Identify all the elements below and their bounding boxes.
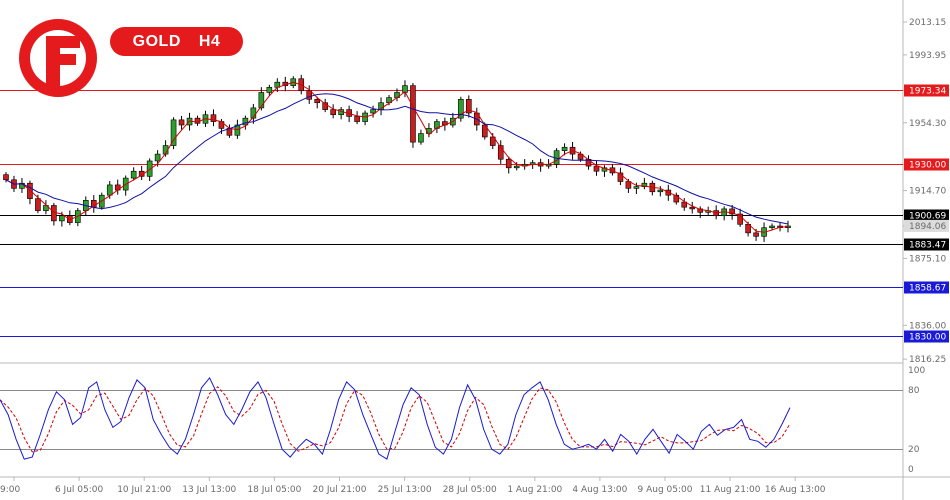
price-tick-label: 1914.70 [909,187,946,197]
price-tick-label: 1836.00 [909,321,946,331]
candle-body [561,146,568,151]
candle-body [641,182,648,187]
stochastic-tick-label: 0 [908,465,914,475]
time-tick-label: 20 Jul 21:00 [313,485,367,495]
candle-body [633,186,640,189]
time-tick-label: 6 Jul 05:00 [55,485,104,495]
moving-average-line [5,81,789,233]
candle-body [497,145,504,160]
stochastic-main-line [0,376,791,460]
time-tick-label: 25 Jul 13:00 [378,485,432,495]
level-badge-label: 1883.47 [909,241,946,251]
time-tick-label: 9:00 [0,485,20,495]
candle-body [59,215,65,222]
candle-body [154,153,161,162]
time-tick-label: 18 Jul 05:00 [247,485,301,495]
level-badge-label: 1973.34 [909,87,946,97]
candle-body [769,225,775,229]
time-tick-label: 1 Aug 21:00 [507,485,562,495]
candle-body [418,133,424,143]
candle-body [27,182,33,199]
candle-body [737,213,743,225]
candle-body [106,184,113,196]
level-badge-label: 1900.69 [909,212,946,222]
candle-body [729,208,735,215]
price-tick-label: 1875.10 [909,254,946,264]
candle-body [242,117,249,126]
level-badge-label: 1930.00 [909,161,946,171]
candle-body [458,99,464,119]
time-tick-label: 13 Jul 13:00 [182,485,236,495]
candle-body [170,119,177,146]
stochastic-tick-label: 20 [908,445,920,455]
time-tick-label: 16 Aug 13:00 [765,485,826,495]
level-badge [904,238,949,251]
time-tick-label: 9 Aug 05:00 [638,485,693,495]
candle-body [130,170,137,179]
timeframe-label: H4 [198,32,221,50]
candle-body [466,99,472,114]
candle-body [330,109,336,116]
price-tick-label: 2013.15 [909,18,946,28]
price-tick-label: 1954.30 [909,119,946,129]
candle-body [266,87,273,93]
current-price-badge [904,219,949,232]
price-tick-label: 1816.25 [909,355,946,365]
level-badge-label: 1858.67 [909,284,946,294]
level-badge-label: 1830.00 [909,333,946,343]
symbol-label: GOLD [132,32,181,50]
level-badge [904,84,949,97]
candle-body [410,85,416,143]
time-tick-label: 4 Aug 13:00 [572,485,627,495]
time-tick-label: 10 Jul 21:00 [117,485,171,495]
candle-body [354,116,360,122]
time-tick-label: 11 Aug 21:00 [700,485,761,495]
fbs-logo-icon [19,19,97,97]
candle-body [505,158,512,169]
candle-body [657,189,664,193]
stochastic-tick-label: 100 [908,366,925,376]
candle-body [513,165,520,169]
level-badge [904,330,949,343]
candle-body [697,208,704,213]
stochastic-signal-line [0,386,791,453]
level-badge [904,158,949,171]
candle-body [489,136,496,146]
level-badge [904,281,949,294]
candle-body [3,174,9,181]
moving-average-line [5,93,789,225]
candle-body [753,232,759,237]
stochastic-tick-label: 80 [908,386,920,396]
candle-body [689,206,696,210]
candle-body [146,160,153,177]
instrument-title: GOLD H4 [110,27,243,56]
time-tick-label: 28 Jul 05:00 [443,485,497,495]
candle-body [593,165,600,172]
candle-body [178,119,185,126]
price-tick-label: 1993.95 [909,51,946,61]
candle-body [306,90,313,100]
candle-body [210,114,217,122]
candle-body [617,172,624,182]
candle-body [322,102,328,110]
level-badge [904,209,949,222]
current-price-label: 1894.06 [909,222,946,232]
candle-body [258,92,265,109]
candle-body [625,181,632,189]
candle-body [370,109,376,114]
candle-body [234,124,241,136]
candle-body [35,198,41,211]
candle-body [673,194,680,203]
candle-body [314,99,321,104]
